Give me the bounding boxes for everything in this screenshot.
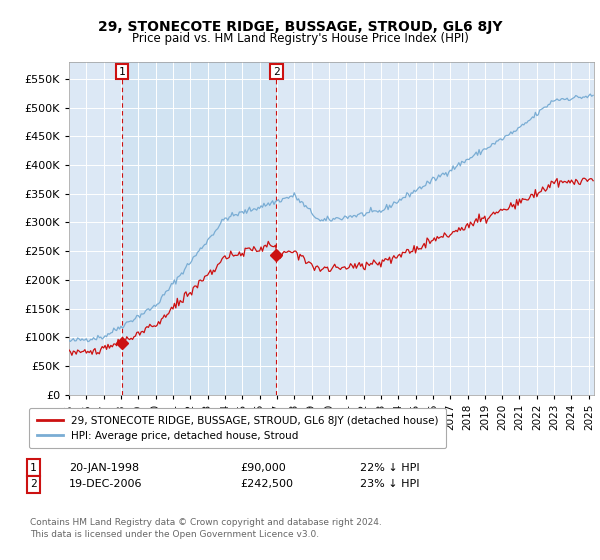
Text: 1: 1 <box>30 463 37 473</box>
Text: 23% ↓ HPI: 23% ↓ HPI <box>360 479 419 489</box>
Legend: 29, STONECOTE RIDGE, BUSSAGE, STROUD, GL6 8JY (detached house), HPI: Average pri: 29, STONECOTE RIDGE, BUSSAGE, STROUD, GL… <box>29 408 446 448</box>
Bar <box>122 62 277 395</box>
Text: £242,500: £242,500 <box>240 479 293 489</box>
Text: 1: 1 <box>118 67 125 77</box>
Text: Contains HM Land Registry data © Crown copyright and database right 2024.
This d: Contains HM Land Registry data © Crown c… <box>30 518 382 539</box>
Text: 29, STONECOTE RIDGE, BUSSAGE, STROUD, GL6 8JY: 29, STONECOTE RIDGE, BUSSAGE, STROUD, GL… <box>98 20 502 34</box>
Text: 22% ↓ HPI: 22% ↓ HPI <box>360 463 419 473</box>
Text: £90,000: £90,000 <box>240 463 286 473</box>
Text: 2: 2 <box>30 479 37 489</box>
Text: 2: 2 <box>273 67 280 77</box>
Text: 19-DEC-2006: 19-DEC-2006 <box>69 479 143 489</box>
Text: 20-JAN-1998: 20-JAN-1998 <box>69 463 139 473</box>
Text: Price paid vs. HM Land Registry's House Price Index (HPI): Price paid vs. HM Land Registry's House … <box>131 32 469 45</box>
